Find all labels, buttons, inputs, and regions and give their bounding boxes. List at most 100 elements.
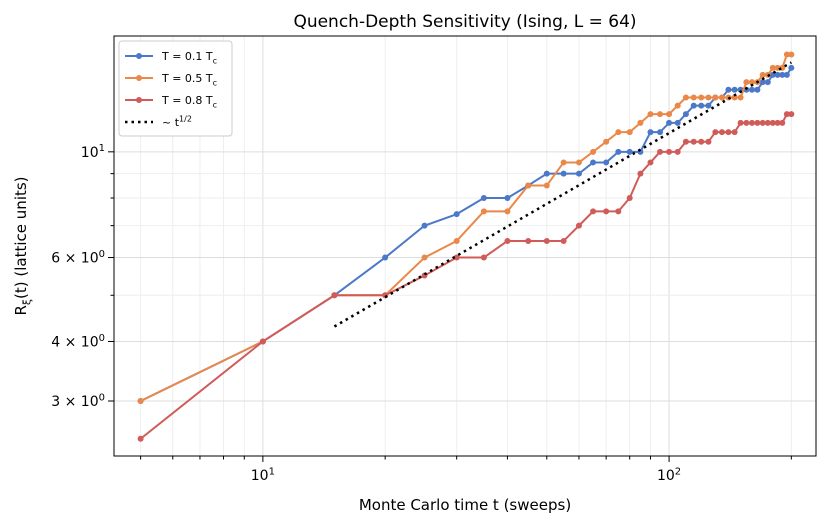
y-tick-label: 6 × 100 xyxy=(51,249,105,267)
data-point xyxy=(615,129,622,136)
grid-lines xyxy=(114,36,816,456)
data-point xyxy=(690,102,697,109)
data-point xyxy=(737,94,744,101)
data-point xyxy=(783,111,790,118)
data-point xyxy=(647,159,654,166)
data-point xyxy=(525,182,532,189)
data-point xyxy=(743,79,750,86)
data-point xyxy=(737,119,744,126)
data-point xyxy=(504,195,511,202)
series-line-2 xyxy=(140,53,792,402)
data-point xyxy=(674,102,681,109)
plot-frame xyxy=(113,35,817,457)
data-point xyxy=(525,237,532,244)
data-point xyxy=(543,237,550,244)
data-point xyxy=(705,138,712,145)
data-point xyxy=(712,94,719,101)
data-point xyxy=(682,138,689,145)
data-point xyxy=(759,71,766,78)
data-point xyxy=(698,102,705,109)
data-point xyxy=(690,138,697,145)
legend-marker xyxy=(136,53,142,59)
data-point xyxy=(783,51,790,58)
data-point xyxy=(682,111,689,118)
data-point xyxy=(674,119,681,126)
data-point xyxy=(137,435,144,442)
data-point xyxy=(137,398,144,405)
x-tick-label: 101 xyxy=(251,466,275,484)
axis-ticks: 101 102 3 × 100 4 × 100 6 × 100 101 xyxy=(51,143,792,484)
data-point xyxy=(575,159,582,166)
data-point xyxy=(453,211,460,218)
legend-label: T = 0.8 Tc xyxy=(161,94,217,109)
data-point xyxy=(560,159,567,166)
data-point xyxy=(666,119,673,126)
data-point xyxy=(603,138,610,145)
data-point xyxy=(331,292,338,299)
y-tick-label: 4 × 100 xyxy=(51,333,105,351)
x-axis-label: Monte Carlo time t (sweeps) xyxy=(359,496,571,514)
data-point xyxy=(259,338,266,345)
legend-marker xyxy=(136,97,142,103)
data-point xyxy=(590,208,597,215)
series-lines xyxy=(137,51,795,442)
data-point xyxy=(657,148,664,155)
data-point xyxy=(480,195,487,202)
data-point xyxy=(575,170,582,177)
legend-box xyxy=(118,40,233,137)
data-point xyxy=(698,138,705,145)
data-point xyxy=(759,79,766,86)
data-point xyxy=(705,94,712,101)
data-point xyxy=(504,237,511,244)
data-point xyxy=(764,79,771,86)
y-tick-label: 101 xyxy=(81,143,105,161)
data-point xyxy=(382,254,389,261)
data-point xyxy=(779,119,786,126)
data-point xyxy=(788,64,795,71)
data-point xyxy=(666,111,673,118)
data-point xyxy=(615,208,622,215)
data-point xyxy=(774,119,781,126)
data-point xyxy=(666,148,673,155)
data-point xyxy=(731,86,738,93)
data-point xyxy=(682,94,689,101)
data-point xyxy=(788,111,795,118)
data-point xyxy=(743,119,750,126)
y-tick-label: 3 × 100 xyxy=(51,392,105,410)
data-point xyxy=(657,129,664,136)
data-point xyxy=(504,208,511,215)
data-point xyxy=(748,86,755,93)
data-point xyxy=(719,94,726,101)
data-point xyxy=(748,119,755,126)
data-point xyxy=(764,119,771,126)
data-point xyxy=(560,237,567,244)
data-point xyxy=(603,208,610,215)
data-point xyxy=(788,51,795,58)
data-point xyxy=(480,254,487,261)
chart-legend: T = 0.1 Tc T = 0.5 Tc T = 0.8 Tc ~ t1/2 xyxy=(118,40,233,137)
data-point xyxy=(698,94,705,101)
chart-title: Quench-Depth Sensitivity (Ising, L = 64) xyxy=(293,12,636,32)
data-point xyxy=(575,222,582,229)
series-line-1 xyxy=(140,67,793,402)
data-point xyxy=(543,182,550,189)
data-point xyxy=(543,170,550,177)
data-point xyxy=(769,119,776,126)
data-point xyxy=(647,129,654,136)
data-point xyxy=(421,254,428,261)
data-point xyxy=(615,148,622,155)
data-point xyxy=(637,170,644,177)
legend-label: T = 0.5 Tc xyxy=(161,72,217,87)
series-line-4 xyxy=(333,61,792,328)
data-point xyxy=(748,79,755,86)
data-point xyxy=(590,148,597,155)
data-point xyxy=(769,64,776,71)
data-point xyxy=(690,94,697,101)
data-point xyxy=(705,102,712,109)
data-point xyxy=(590,159,597,166)
data-point xyxy=(719,129,726,136)
data-point xyxy=(453,254,460,261)
data-point xyxy=(725,129,732,136)
data-point xyxy=(774,71,781,78)
